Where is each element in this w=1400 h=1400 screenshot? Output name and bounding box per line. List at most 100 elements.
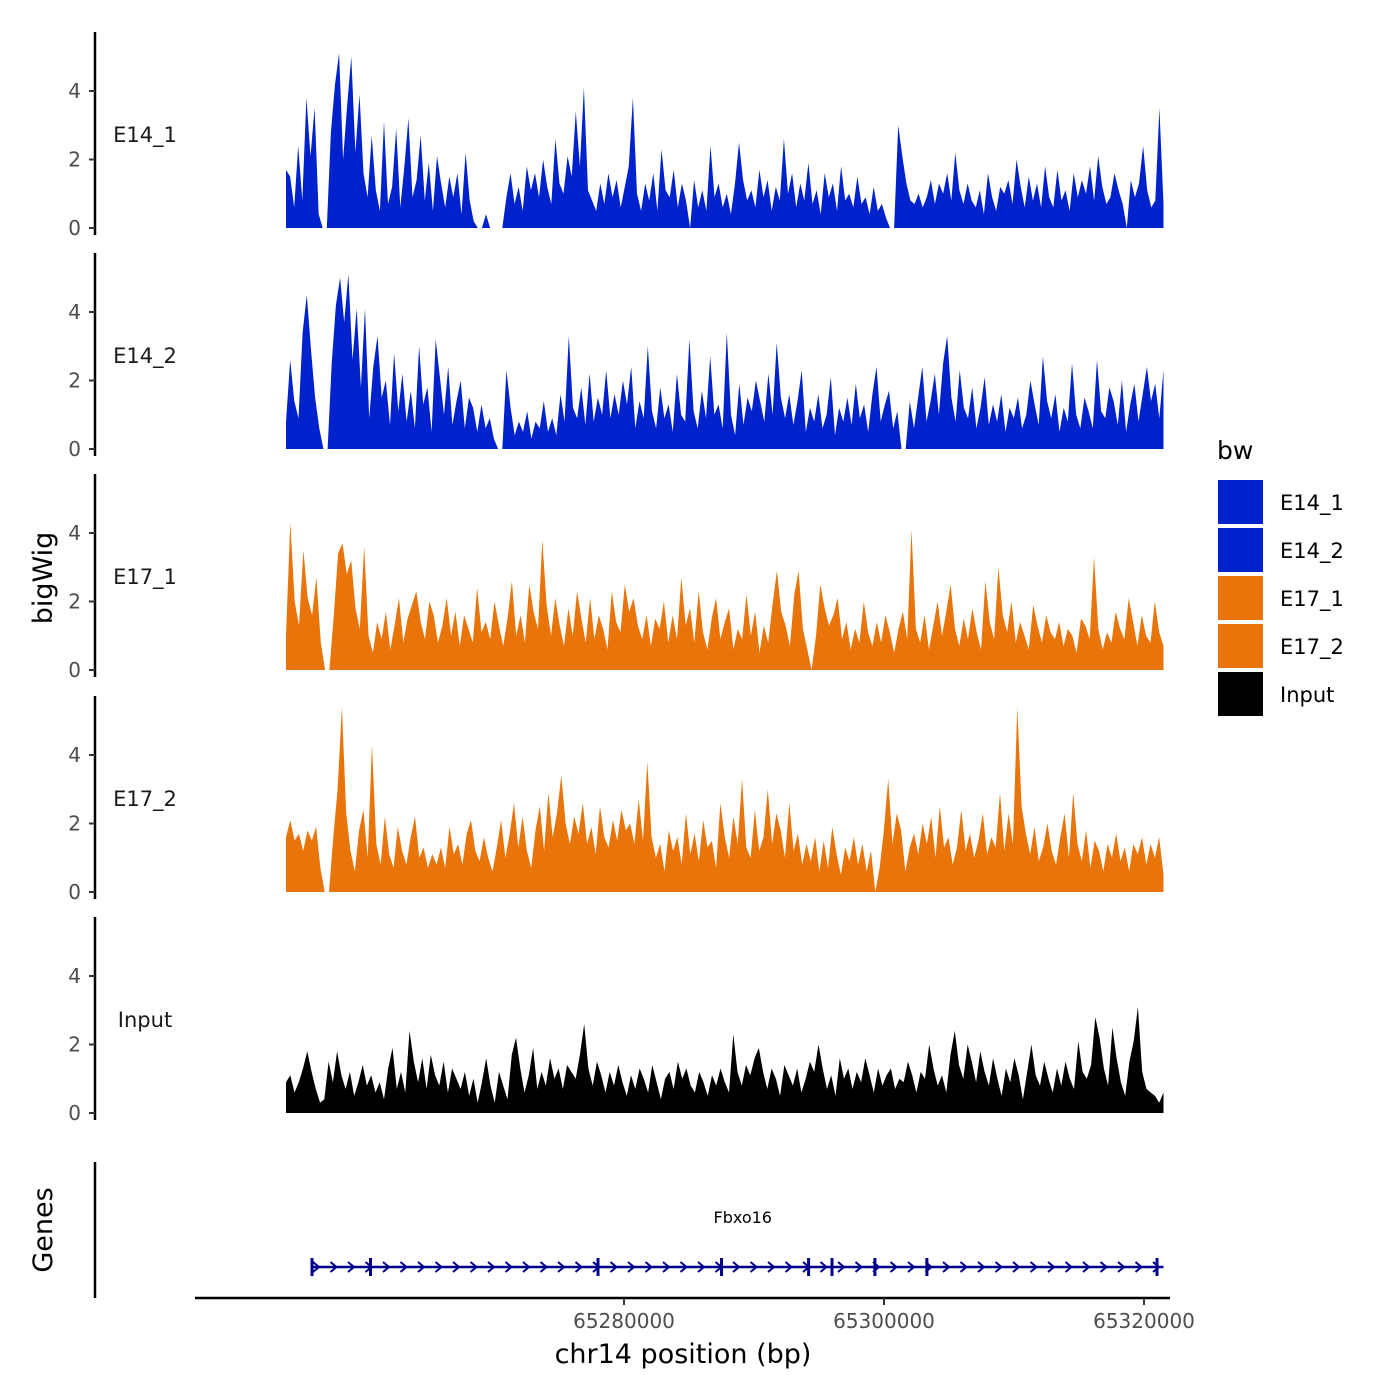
legend: bw E14_1 E14_2 E17_1 E17_2 Input (1217, 436, 1344, 716)
strand-arrow (417, 1261, 426, 1273)
track-label: E17_1 (113, 565, 177, 590)
strand-arrow (312, 1261, 321, 1273)
strand-arrow (504, 1261, 514, 1273)
strand-arrow (434, 1261, 444, 1273)
y-tick-label: 0 (68, 216, 81, 240)
strand-arrow (819, 1261, 829, 1273)
exon-mark (596, 1258, 600, 1276)
track-label: E14_1 (113, 123, 177, 148)
y-tick-label: 4 (68, 964, 81, 988)
signal-area (286, 707, 1164, 892)
legend-label: E14_1 (1280, 491, 1344, 516)
strand-arrow (522, 1261, 531, 1273)
strand-arrow (1117, 1261, 1126, 1273)
strand-arrow (452, 1261, 461, 1273)
strand-arrow (1082, 1261, 1091, 1273)
strand-arrow (732, 1261, 741, 1273)
legend-key (1218, 576, 1263, 620)
exon-mark (1155, 1258, 1159, 1276)
strand-arrow (1047, 1261, 1056, 1273)
track-label: E17_2 (113, 787, 177, 812)
strand-arrow (889, 1261, 899, 1273)
gene-Fbxo16: Fbxo16 (310, 1208, 1164, 1276)
strand-arrow (539, 1261, 549, 1273)
strand-arrow (644, 1261, 654, 1273)
genes-track-label: Genes (28, 1187, 59, 1272)
strand-arrow (329, 1261, 339, 1273)
exon-mark (310, 1258, 314, 1276)
legend-key (1218, 480, 1263, 524)
y-tick-label: 0 (68, 880, 81, 904)
track-label: Input (118, 1008, 172, 1032)
strand-arrow (907, 1261, 916, 1273)
strand-arrow (1064, 1261, 1074, 1273)
y-tick-label: 2 (68, 812, 81, 836)
y-tick-label: 2 (68, 1033, 81, 1057)
exon-mark (925, 1258, 929, 1276)
exon-mark (369, 1258, 372, 1276)
strand-arrow (609, 1261, 619, 1273)
strand-arrow (1134, 1261, 1144, 1273)
legend-label: E17_1 (1280, 587, 1344, 612)
signal-area (286, 53, 1164, 228)
strand-arrow (697, 1261, 706, 1273)
strand-arrow (767, 1261, 776, 1273)
strand-arrow (854, 1261, 864, 1273)
legend-item: E17_1 (1218, 576, 1344, 620)
strand-arrow (1029, 1261, 1039, 1273)
strand-arrow (382, 1261, 391, 1273)
track-Input: 0 2 4 Input (68, 917, 1164, 1125)
strand-arrow (977, 1261, 986, 1273)
strand-arrow (627, 1261, 636, 1273)
strand-arrow (487, 1261, 496, 1273)
y-tick-label: 4 (68, 300, 81, 324)
legend-item: E14_2 (1218, 528, 1344, 572)
exon-mark (873, 1258, 877, 1276)
y-tick-label: 2 (68, 590, 81, 614)
track-label: E14_2 (113, 344, 177, 369)
strand-arrow (942, 1261, 951, 1273)
track-E17_2: 0 2 4 E17_2 (68, 696, 1164, 904)
signal-tracks: 0 2 4 E14_1 0 2 4 E14_2 0 2 4 E17_1 0 2 4 E17_2 0 2 4 Input (68, 32, 1164, 1125)
legend-item: Input (1218, 672, 1334, 716)
strand-arrow (959, 1261, 969, 1273)
track-E14_1: 0 2 4 E14_1 (68, 32, 1164, 240)
x-axis-title: chr14 position (bp) (555, 1339, 812, 1370)
strand-arrow (1152, 1261, 1161, 1273)
strand-arrow (469, 1261, 479, 1273)
strand-arrow (1099, 1261, 1109, 1273)
strand-arrow (784, 1261, 794, 1273)
y-tick-label: 2 (68, 369, 81, 393)
x-tick-label: 65300000 (833, 1309, 935, 1333)
y-tick-label: 0 (68, 658, 81, 682)
gene-models: Fbxo16 (310, 1208, 1164, 1276)
strand-arrow (399, 1261, 409, 1273)
signal-area (286, 1006, 1164, 1113)
strand-arrow (557, 1261, 566, 1273)
signal-area (286, 274, 1164, 449)
legend-title: bw (1217, 436, 1253, 465)
legend-key (1218, 528, 1263, 572)
legend-label: E17_2 (1280, 635, 1344, 660)
gene-name: Fbxo16 (714, 1208, 772, 1227)
strand-arrow (749, 1261, 759, 1273)
y-tick-label: 4 (68, 743, 81, 767)
track-E17_1: 0 2 4 E17_1 (68, 474, 1164, 682)
y-tick-label: 4 (68, 521, 81, 545)
legend-item: E14_1 (1218, 480, 1344, 524)
y-axis-title: bigWig (28, 532, 59, 625)
legend-label: Input (1280, 683, 1334, 707)
strand-arrow (662, 1261, 671, 1273)
exon-mark (830, 1258, 834, 1276)
genes-panel: Genes Fbxo16 (28, 1162, 1164, 1298)
strand-arrow (574, 1261, 584, 1273)
track-E14_2: 0 2 4 E14_2 (68, 253, 1164, 461)
signal-area (286, 522, 1164, 670)
strand-arrow (837, 1261, 846, 1273)
exon-mark (720, 1258, 723, 1276)
y-tick-label: 0 (68, 437, 81, 461)
x-axis: chr14 position (bp) 65280000 65300000 6532… (195, 1296, 1195, 1370)
legend-key (1218, 672, 1263, 716)
legend-label: E14_2 (1280, 539, 1344, 564)
